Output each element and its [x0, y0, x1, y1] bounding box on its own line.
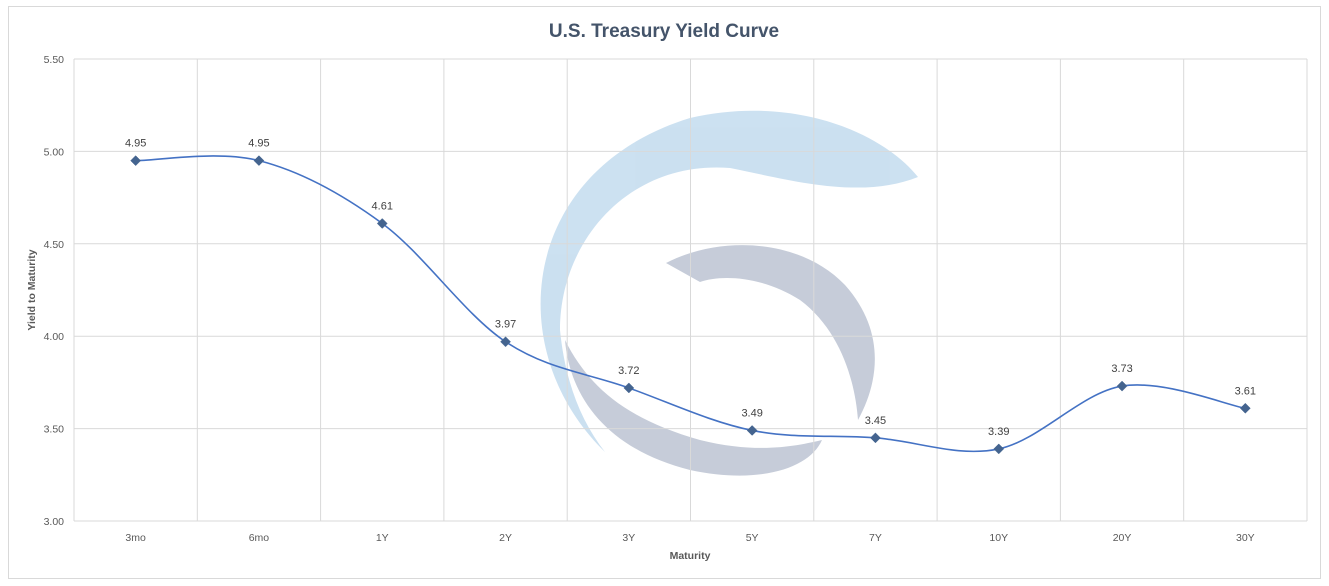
x-tick-label: 7Y [869, 532, 882, 544]
x-tick-label: 6mo [249, 532, 270, 544]
data-labels: 4.95 4.95 4.61 3.97 3.72 3.49 3.45 3.39 3.73 3.61 [125, 138, 1256, 438]
x-tick-label: 5Y [746, 532, 759, 544]
data-label: 3.39 [988, 426, 1009, 438]
data-point-marker [130, 155, 142, 166]
chart-title: U.S. Treasury Yield Curve [549, 21, 779, 42]
data-point-marker [253, 155, 265, 166]
data-label: 3.72 [618, 365, 639, 377]
watermark-logo [540, 110, 918, 476]
series-line [135, 155, 1246, 453]
y-tick-label: 4.50 [44, 239, 65, 251]
data-point-marker [623, 382, 635, 394]
y-tick-label: 3.00 [44, 516, 65, 528]
x-tick-label: 20Y [1113, 532, 1132, 544]
data-label: 3.73 [1111, 363, 1132, 375]
y-tick-label: 5.50 [44, 54, 65, 66]
data-label: 3.49 [741, 407, 762, 419]
x-tick-label: 2Y [499, 532, 512, 544]
data-point-marker [870, 432, 881, 444]
data-point-marker [993, 443, 1005, 455]
data-label: 4.95 [248, 138, 269, 150]
data-label: 3.97 [495, 319, 516, 331]
data-point-marker [1239, 402, 1251, 414]
watermark-outer-arc [540, 110, 918, 453]
data-point-marker [500, 336, 511, 348]
y-tick-label: 3.50 [44, 424, 65, 436]
data-label: 4.61 [372, 200, 393, 212]
y-tick-label: 4.00 [44, 331, 65, 343]
gridlines [73, 58, 1308, 522]
axes: 3.00 3.50 4.00 4.50 5.00 5.50 3mo 6mo 1Y 2Y 3Y 5Y 7Y… [44, 54, 1255, 544]
x-tick-label: 1Y [376, 532, 389, 544]
data-label: 3.61 [1235, 385, 1256, 397]
y-axis-title: Yield to Maturity [26, 249, 38, 330]
y-tick-label: 5.00 [44, 146, 65, 158]
data-label: 4.95 [125, 138, 146, 150]
x-tick-label: 3Y [622, 532, 635, 544]
chart-frame [8, 6, 1321, 579]
x-axis-title: Maturity [670, 550, 711, 562]
watermark-inner-arc [666, 245, 875, 420]
data-point-marker [1116, 380, 1128, 392]
data-point-marker [376, 218, 388, 229]
x-tick-label: 10Y [989, 532, 1008, 544]
data-label: 3.45 [865, 415, 886, 427]
watermark-bottom-arc [565, 340, 822, 476]
x-tick-label: 30Y [1236, 532, 1255, 544]
series-yield [130, 155, 1251, 455]
x-tick-label: 3mo [125, 532, 146, 544]
data-point-marker [746, 425, 758, 436]
